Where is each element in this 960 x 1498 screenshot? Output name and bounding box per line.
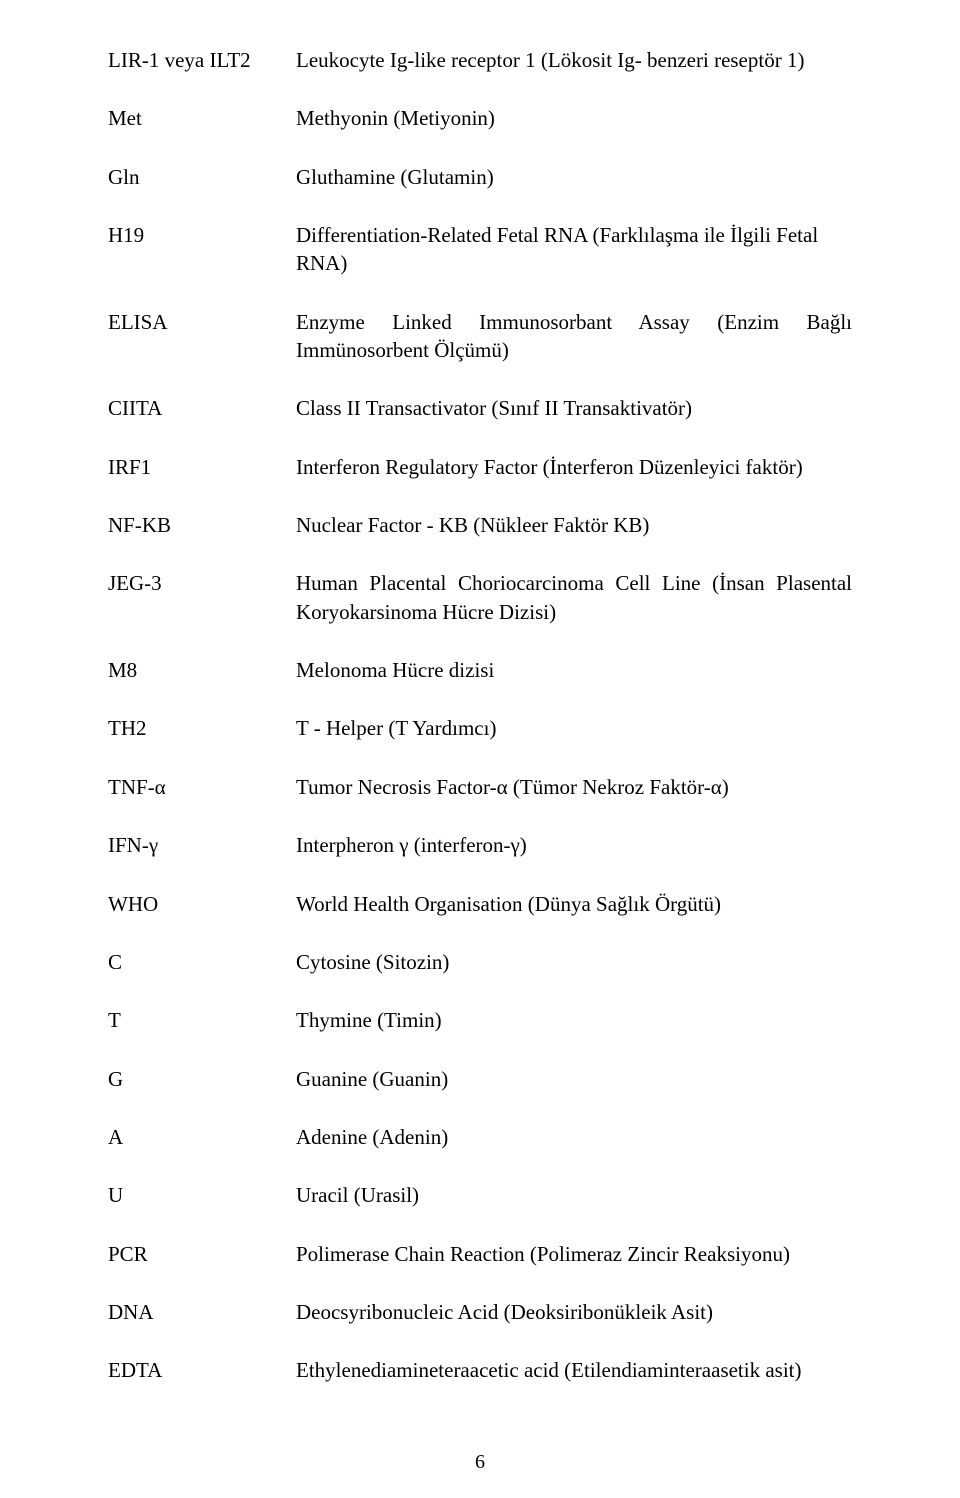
list-item: CIITAClass II Transactivator (Sınıf II T… bbox=[108, 394, 852, 422]
list-item: LIR-1 veya ILT2Leukocyte Ig-like recepto… bbox=[108, 46, 852, 74]
abbreviation: TH2 bbox=[108, 714, 296, 742]
definition: Leukocyte Ig-like receptor 1 (Lökosit Ig… bbox=[296, 46, 852, 74]
definition: Ethylenediamineteraacetic acid (Etilendi… bbox=[296, 1356, 852, 1384]
definition: Interpheron γ (interferon-γ) bbox=[296, 831, 852, 859]
list-item: JEG-3Human Placental Choriocarcinoma Cel… bbox=[108, 569, 852, 626]
definition: Enzyme Linked Immunosorbant Assay (Enzim… bbox=[296, 308, 852, 365]
abbreviation: T bbox=[108, 1006, 296, 1034]
definition: Differentiation-Related Fetal RNA (Farkl… bbox=[296, 221, 852, 278]
abbreviation: G bbox=[108, 1065, 296, 1093]
list-item: M8Melonoma Hücre dizisi bbox=[108, 656, 852, 684]
definition: Adenine (Adenin) bbox=[296, 1123, 852, 1151]
list-item: GlnGluthamine (Glutamin) bbox=[108, 163, 852, 191]
definition: Methyonin (Metiyonin) bbox=[296, 104, 852, 132]
abbreviation: JEG-3 bbox=[108, 569, 296, 597]
definition: Gluthamine (Glutamin) bbox=[296, 163, 852, 191]
definition: Cytosine (Sitozin) bbox=[296, 948, 852, 976]
list-item: DNADeocsyribonucleic Acid (Deoksiribonük… bbox=[108, 1298, 852, 1326]
abbreviation: H19 bbox=[108, 221, 296, 249]
page-number: 6 bbox=[0, 1451, 960, 1474]
document-page: LIR-1 veya ILT2Leukocyte Ig-like recepto… bbox=[0, 0, 960, 1498]
definition: Polimerase Chain Reaction (Polimeraz Zin… bbox=[296, 1240, 852, 1268]
abbreviation: WHO bbox=[108, 890, 296, 918]
definition: Thymine (Timin) bbox=[296, 1006, 852, 1034]
abbreviation: Gln bbox=[108, 163, 296, 191]
list-item: AAdenine (Adenin) bbox=[108, 1123, 852, 1151]
list-item: WHOWorld Health Organisation (Dünya Sağl… bbox=[108, 890, 852, 918]
list-item: IRF1Interferon Regulatory Factor (İnterf… bbox=[108, 453, 852, 481]
list-item: CCytosine (Sitozin) bbox=[108, 948, 852, 976]
abbreviation: PCR bbox=[108, 1240, 296, 1268]
definition: Class II Transactivator (Sınıf II Transa… bbox=[296, 394, 852, 422]
abbreviation: C bbox=[108, 948, 296, 976]
list-item: MetMethyonin (Metiyonin) bbox=[108, 104, 852, 132]
definition: Guanine (Guanin) bbox=[296, 1065, 852, 1093]
abbreviation: NF-KB bbox=[108, 511, 296, 539]
list-item: GGuanine (Guanin) bbox=[108, 1065, 852, 1093]
abbreviation: U bbox=[108, 1181, 296, 1209]
list-item: UUracil (Urasil) bbox=[108, 1181, 852, 1209]
abbreviation: A bbox=[108, 1123, 296, 1151]
abbreviation: M8 bbox=[108, 656, 296, 684]
definition: T - Helper (T Yardımcı) bbox=[296, 714, 852, 742]
abbreviation: CIITA bbox=[108, 394, 296, 422]
definition: World Health Organisation (Dünya Sağlık … bbox=[296, 890, 852, 918]
list-item: TNF-αTumor Necrosis Factor-α (Tümor Nekr… bbox=[108, 773, 852, 801]
list-item: NF-KBNuclear Factor - KB (Nükleer Faktör… bbox=[108, 511, 852, 539]
list-item: H19Differentiation-Related Fetal RNA (Fa… bbox=[108, 221, 852, 278]
definition: Deocsyribonucleic Acid (Deoksiribonüklei… bbox=[296, 1298, 852, 1326]
definition: Uracil (Urasil) bbox=[296, 1181, 852, 1209]
abbreviation-list: LIR-1 veya ILT2Leukocyte Ig-like recepto… bbox=[108, 46, 852, 1385]
list-item: IFN-γInterpheron γ (interferon-γ) bbox=[108, 831, 852, 859]
abbreviation: IRF1 bbox=[108, 453, 296, 481]
abbreviation: Met bbox=[108, 104, 296, 132]
list-item: TThymine (Timin) bbox=[108, 1006, 852, 1034]
abbreviation: IFN-γ bbox=[108, 831, 296, 859]
definition: Melonoma Hücre dizisi bbox=[296, 656, 852, 684]
abbreviation: ELISA bbox=[108, 308, 296, 336]
abbreviation: LIR-1 veya ILT2 bbox=[108, 46, 296, 74]
abbreviation: TNF-α bbox=[108, 773, 296, 801]
list-item: PCRPolimerase Chain Reaction (Polimeraz … bbox=[108, 1240, 852, 1268]
definition: Tumor Necrosis Factor-α (Tümor Nekroz Fa… bbox=[296, 773, 852, 801]
list-item: EDTAEthylenediamineteraacetic acid (Etil… bbox=[108, 1356, 852, 1384]
list-item: TH2T - Helper (T Yardımcı) bbox=[108, 714, 852, 742]
definition: Nuclear Factor - KB (Nükleer Faktör KB) bbox=[296, 511, 852, 539]
abbreviation: EDTA bbox=[108, 1356, 296, 1384]
definition: Interferon Regulatory Factor (İnterferon… bbox=[296, 453, 852, 481]
abbreviation: DNA bbox=[108, 1298, 296, 1326]
list-item: ELISAEnzyme Linked Immunosorbant Assay (… bbox=[108, 308, 852, 365]
definition: Human Placental Choriocarcinoma Cell Lin… bbox=[296, 569, 852, 626]
